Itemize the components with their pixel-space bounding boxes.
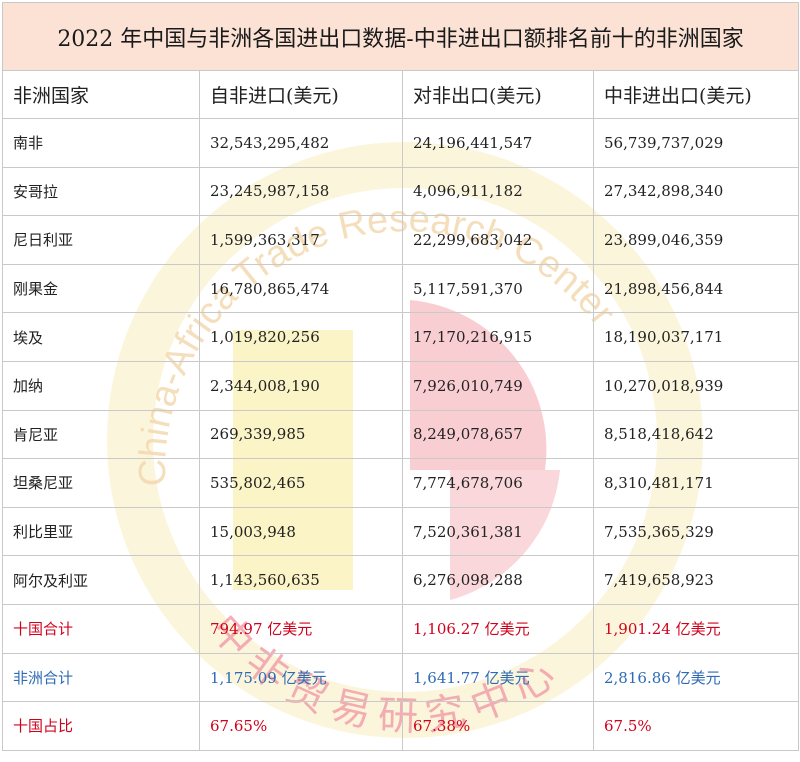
export-cell: 7,926,010,749 [402, 360, 594, 411]
import-cell: 1,599,363,317 [199, 215, 403, 265]
import-cell: 535,802,465 [199, 458, 403, 508]
ten-country-total-row: 十国合计 794.97 亿美元 1,106.27 亿美元 1,901.24 亿美… [2, 603, 800, 654]
table-row: 南非 32,543,295,482 24,196,441,547 56,739,… [2, 118, 800, 168]
column-header-import: 自非进口(美元) [199, 70, 403, 119]
total-cell: 27,342,898,340 [592, 166, 800, 217]
column-header-country: 非洲国家 [2, 70, 200, 119]
summary-total: 67.5% [592, 701, 800, 751]
header-row: 非洲国家 自非进口(美元) 对非出口(美元) 中非进出口(美元) [2, 70, 800, 119]
country-cell: 坦桑尼亚 [2, 458, 200, 508]
summary-export: 67.38% [402, 701, 594, 751]
total-cell: 18,190,037,171 [592, 312, 800, 362]
country-cell: 埃及 [2, 312, 200, 362]
table-row: 埃及 1,019,820,256 17,170,216,915 18,190,0… [2, 312, 800, 362]
summary-import: 1,175.09 亿美元 [199, 652, 403, 703]
total-cell: 7,419,658,923 [592, 555, 800, 605]
country-cell: 安哥拉 [2, 166, 200, 217]
export-cell: 4,096,911,182 [402, 166, 594, 217]
export-cell: 22,299,683,042 [402, 215, 594, 265]
import-cell: 2,344,008,190 [199, 360, 403, 411]
summary-export: 1,641.77 亿美元 [402, 652, 594, 703]
export-cell: 24,196,441,547 [402, 118, 594, 168]
total-cell: 8,310,481,171 [592, 458, 800, 508]
export-cell: 5,117,591,370 [402, 263, 594, 314]
summary-label: 十国合计 [2, 603, 200, 654]
total-cell: 7,535,365,329 [592, 506, 800, 557]
summary-total: 1,901.24 亿美元 [592, 603, 800, 654]
export-cell: 17,170,216,915 [402, 312, 594, 362]
africa-total-row: 非洲合计 1,175.09 亿美元 1,641.77 亿美元 2,816.86 … [2, 652, 800, 703]
summary-label: 非洲合计 [2, 652, 200, 703]
table-row: 加纳 2,344,008,190 7,926,010,749 10,270,01… [2, 360, 800, 411]
import-cell: 23,245,987,158 [199, 166, 403, 217]
import-cell: 15,003,948 [199, 506, 403, 557]
export-cell: 8,249,078,657 [402, 409, 594, 460]
table-row: 利比里亚 15,003,948 7,520,361,381 7,535,365,… [2, 506, 800, 557]
import-cell: 1,143,560,635 [199, 555, 403, 605]
share-row: 十国占比 67.65% 67.38% 67.5% [2, 701, 800, 751]
total-cell: 8,518,418,642 [592, 409, 800, 460]
column-header-export: 对非出口(美元) [402, 70, 594, 119]
table-row: 阿尔及利亚 1,143,560,635 6,276,098,288 7,419,… [2, 555, 800, 605]
table-row: 安哥拉 23,245,987,158 4,096,911,182 27,342,… [2, 166, 800, 217]
summary-import: 794.97 亿美元 [199, 603, 403, 654]
summary-total: 2,816.86 亿美元 [592, 652, 800, 703]
table-title: 2022 年中国与非洲各国进出口数据-中非进出口额排名前十的非洲国家 [1, 2, 800, 71]
table-row: 肯尼亚 269,339,985 8,249,078,657 8,518,418,… [2, 409, 800, 460]
country-cell: 加纳 [2, 360, 200, 411]
summary-import: 67.65% [199, 701, 403, 751]
country-cell: 利比里亚 [2, 506, 200, 557]
total-cell: 10,270,018,939 [592, 360, 800, 411]
export-cell: 7,774,678,706 [402, 458, 594, 508]
import-cell: 269,339,985 [199, 409, 403, 460]
import-cell: 1,019,820,256 [199, 312, 403, 362]
total-cell: 56,739,737,029 [592, 118, 800, 168]
export-cell: 6,276,098,288 [402, 555, 594, 605]
country-cell: 肯尼亚 [2, 409, 200, 460]
column-header-total: 中非进出口(美元) [592, 70, 800, 119]
table-row: 坦桑尼亚 535,802,465 7,774,678,706 8,310,481… [2, 458, 800, 508]
country-cell: 南非 [2, 118, 200, 168]
country-cell: 刚果金 [2, 263, 200, 314]
country-cell: 尼日利亚 [2, 215, 200, 265]
export-cell: 7,520,361,381 [402, 506, 594, 557]
import-cell: 16,780,865,474 [199, 263, 403, 314]
table-row: 尼日利亚 1,599,363,317 22,299,683,042 23,899… [2, 215, 800, 265]
summary-label: 十国占比 [2, 701, 200, 751]
import-cell: 32,543,295,482 [199, 118, 403, 168]
country-cell: 阿尔及利亚 [2, 555, 200, 605]
total-cell: 23,899,046,359 [592, 215, 800, 265]
summary-export: 1,106.27 亿美元 [402, 603, 594, 654]
table-row: 刚果金 16,780,865,474 5,117,591,370 21,898,… [2, 263, 800, 314]
total-cell: 21,898,456,844 [592, 263, 800, 314]
